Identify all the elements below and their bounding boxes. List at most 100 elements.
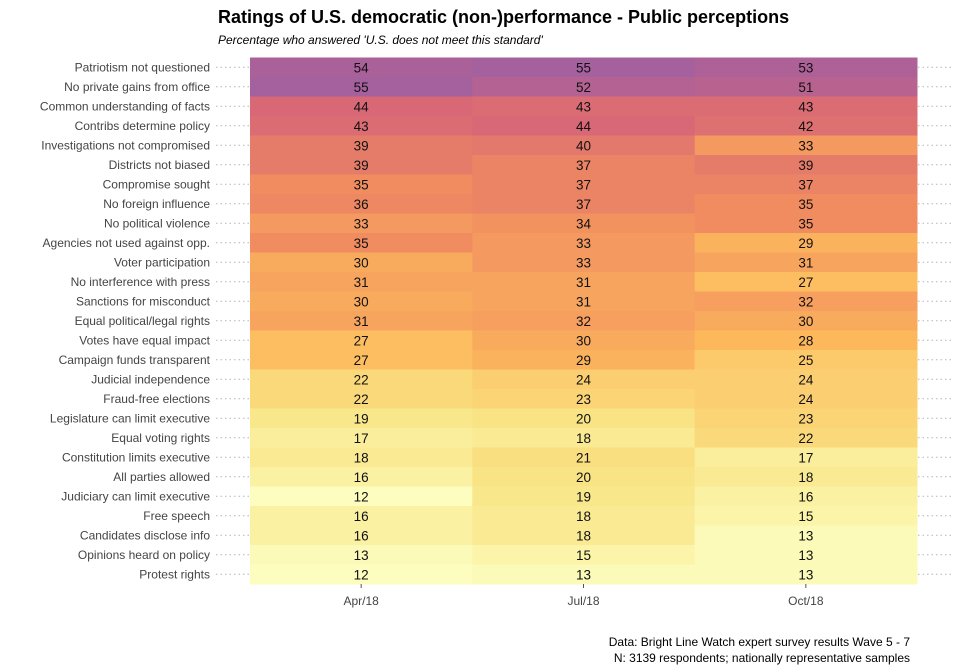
heatmap-cell [472,389,696,409]
chart-title: Ratings of U.S. democratic (non-)perform… [218,7,789,27]
heatmap-cell [250,311,473,331]
heatmap-cell [472,77,696,97]
heatmap-cell [250,57,473,78]
heatmap-cell [250,428,473,448]
y-axis-label: Judiciary can limit executive [61,489,210,503]
heatmap-cell [250,291,473,312]
heatmap-cell [694,116,918,136]
cell-value-label: 18 [576,509,591,524]
y-axis-label: Agencies not used against opp. [43,236,210,250]
cell-value-label: 13 [354,548,369,563]
cell-value-label: 37 [576,177,591,192]
cell-value-label: 31 [576,275,591,290]
cell-value-label: 44 [354,99,370,114]
heatmap-cell [694,330,918,351]
cell-value-label: 32 [798,294,813,309]
cell-value-label: 15 [798,509,813,524]
heatmap-cell [250,252,473,273]
heatmap-cell [472,155,696,175]
heatmap-cell [472,486,696,507]
cell-value-label: 39 [798,158,813,173]
y-axis-label: Equal voting rights [111,431,210,445]
heatmap-cell [694,506,918,526]
cell-value-label: 23 [798,411,813,426]
heatmap-cell [250,77,473,97]
heatmap-cell [472,447,696,468]
heatmap-cell [472,233,696,253]
heatmap-cell [694,155,918,175]
cell-value-label: 22 [354,392,369,407]
y-axis-label: Candidates disclose info [80,528,210,542]
heatmap-cell [472,57,696,78]
y-axis-label: Constitution limits executive [62,450,210,464]
heatmap-cell [250,525,473,546]
cell-value-label: 24 [798,392,814,407]
cell-value-label: 32 [576,314,591,329]
cell-value-label: 44 [576,119,592,134]
cell-value-label: 16 [354,509,369,524]
y-axis-label: Fraud-free elections [103,392,210,406]
cell-value-label: 33 [354,216,369,231]
heatmap-cell [250,545,473,565]
y-axis-label: Free speech [143,509,210,523]
cell-value-label: 35 [354,236,369,251]
y-axis-label: Voter participation [114,255,210,269]
cell-value-label: 52 [576,80,591,95]
heatmap-cell [694,233,918,253]
heatmap-cell [472,116,696,136]
cell-value-label: 23 [576,392,591,407]
y-axis-label: Districts not biased [109,158,210,172]
cell-value-label: 18 [576,528,591,543]
heatmap-cell [694,311,918,331]
heatmap-cell [250,330,473,351]
heatmap-cell [694,57,918,78]
cell-value-label: 21 [576,450,591,465]
y-axis-label: All parties allowed [113,470,210,484]
y-axis-label: Campaign funds transparent [59,353,211,367]
heatmap-cell [472,428,696,448]
cell-value-label: 31 [576,294,591,309]
heatmap-cell [694,213,918,234]
heatmap-cell [250,96,473,117]
y-axis-label: Sanctions for misconduct [76,294,211,308]
heatmap-cell [694,96,918,117]
cell-value-label: 19 [354,411,369,426]
y-axis-label: Contribs determine policy [75,119,210,133]
heatmap-cell [694,428,918,448]
cell-value-label: 43 [576,99,591,114]
heatmap-cell [472,467,696,487]
heatmap-cell [250,447,473,468]
caption-line-2: N: 3139 respondents; nationally represen… [614,651,910,665]
cell-value-label: 40 [576,138,591,153]
heatmap-cell [250,564,473,585]
cell-value-label: 28 [798,333,813,348]
cell-value-label: 35 [354,177,369,192]
heatmap-cell [694,174,918,195]
cell-value-label: 20 [576,411,591,426]
heatmap-cells [250,57,918,585]
heatmap-cell [694,291,918,312]
cell-value-label: 37 [798,177,813,192]
heatmap-cell [472,272,696,292]
y-axis-label: Protest rights [139,567,210,581]
cell-value-label: 53 [798,60,813,75]
heatmap-cell [250,194,473,214]
heatmap-cell [250,467,473,487]
y-axis-labels: Patriotism not questioned No private gain… [40,60,211,581]
caption-line-1: Data: Bright Line Watch expert survey re… [609,635,911,649]
cell-value-label: 12 [354,489,369,504]
heatmap-cell [472,135,696,156]
heatmap-cell [694,77,918,97]
cell-value-label: 31 [354,314,369,329]
heatmap-cell [694,447,918,468]
cell-value-label: 39 [354,158,369,173]
heatmap-cell [472,545,696,565]
heatmap-cell [694,135,918,156]
heatmap-cell [694,389,918,409]
heatmap-cell [472,174,696,195]
cell-value-label: 16 [354,528,369,543]
heatmap-cell [472,408,696,429]
heatmap-cell [250,155,473,175]
heatmap-cell [694,272,918,292]
cell-value-label: 35 [798,216,813,231]
